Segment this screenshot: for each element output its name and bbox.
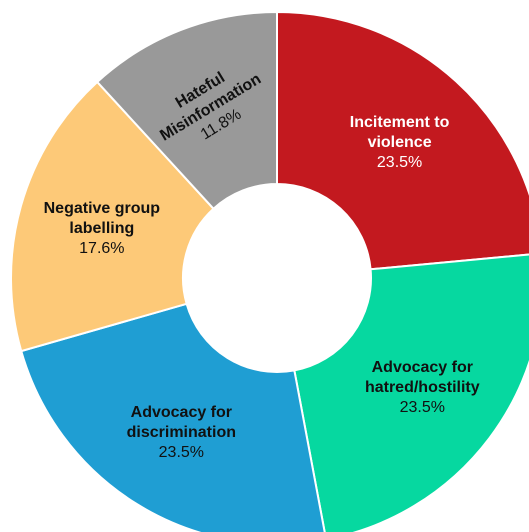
category-label: Incitement to violence [349, 114, 450, 152]
category-label: Advocacy for hatred/hostility [364, 358, 480, 396]
value-label: 23.5% [399, 398, 445, 416]
donut-slice [10, 80, 215, 353]
donut-slice [95, 10, 278, 211]
value-label: 17.6% [79, 239, 125, 257]
slice-label: Incitement to violence 23.5% [325, 113, 475, 173]
donut-slice [19, 302, 326, 532]
slice-label: Advocacy for discrimination 23.5% [106, 403, 256, 463]
value-label: 23.5% [158, 443, 205, 461]
value-label: 23.5% [376, 154, 423, 172]
donut-slice [276, 10, 529, 271]
donut-slice [293, 253, 529, 532]
slice-label: Negative group labelling 17.6% [27, 199, 177, 259]
slice-label: Advocacy for hatred/hostility 23.5% [347, 358, 497, 418]
category-label: Negative group labelling [43, 199, 161, 237]
category-label: Advocacy for discrimination [126, 403, 236, 441]
